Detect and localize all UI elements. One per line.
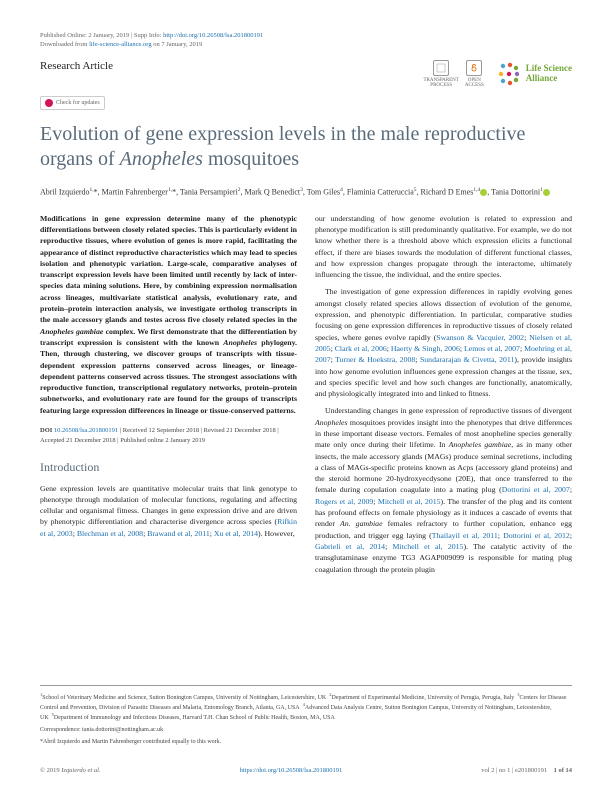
transparent-icon — [433, 60, 449, 76]
open-access-icon — [466, 60, 482, 76]
article-title: Evolution of gene expression levels in t… — [40, 122, 572, 172]
body-col2-p3: Understanding changes in gene expression… — [315, 405, 572, 574]
body-col2-p2: The investigation of gene expression dif… — [315, 286, 572, 399]
site-link[interactable]: life-science-alliance.org — [89, 41, 152, 48]
page-footer: © 2019 Izquierdo et al. https://doi.org/… — [40, 767, 572, 774]
process-badges: TRANSPARENT PROCESS OPEN ACCESS — [423, 60, 483, 88]
supp-link[interactable]: http://doi.org/10.26508/lsa.201800191 — [163, 32, 263, 39]
abstract: Modifications in gene expression determi… — [40, 213, 297, 416]
doi-block: DOI 10.26508/lsa.201800191 | Received 12… — [40, 426, 297, 446]
footer-doi[interactable]: https://doi.org/10.26508/lsa.201800191 — [240, 767, 343, 774]
article-type: Research Article — [40, 60, 113, 72]
authors-list: Abril Izquierdo1,*, Martin Fahrenberger1… — [40, 186, 572, 199]
crossmark-icon — [45, 99, 53, 107]
pub-header: Published Online: 2 January, 2019 | Supp… — [40, 32, 572, 39]
body-col2-p1: our understanding of how genome evolutio… — [315, 213, 572, 281]
download-header: Downloaded from life-science-alliance.or… — [40, 41, 572, 48]
affiliations: 1School of Veterinary Medicine and Scien… — [40, 685, 572, 746]
journal-logo: Life Science Alliance — [496, 61, 572, 87]
check-updates-badge[interactable]: Check for updates — [40, 96, 105, 110]
doi-link[interactable]: 10.26508/lsa.201800191 — [54, 427, 118, 434]
equal-contrib: *Abril Izquierdo and Martin Fahrenberger… — [40, 738, 572, 746]
intro-heading: Introduction — [40, 460, 297, 475]
correspondence: Correspondence: tania.dottorini@nottingh… — [40, 726, 572, 734]
intro-text-col1: Gene expression levels are quantitative … — [40, 483, 297, 539]
